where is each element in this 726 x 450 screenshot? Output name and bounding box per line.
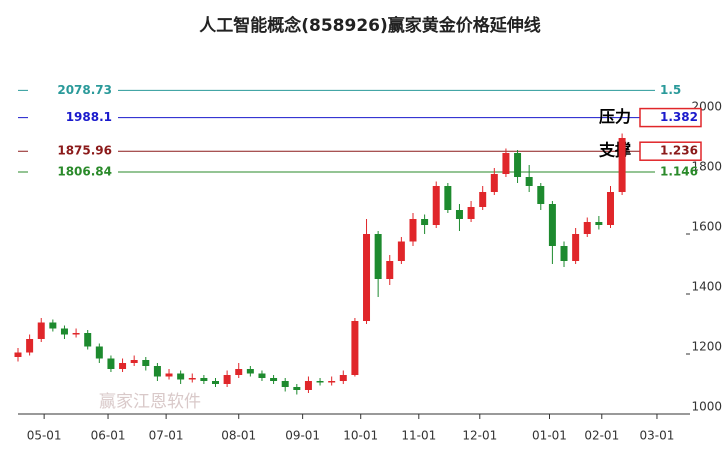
candle-body [328,381,336,383]
candle-body [421,219,429,225]
y-tick-label: 1200 [691,340,722,354]
candle-body [153,366,161,377]
candle-body [142,360,150,366]
candle-body [84,333,92,347]
candle-body [525,177,533,186]
annotation: 压力 [599,107,631,126]
candle-body [548,204,556,246]
candle-body [281,381,289,387]
level-label-bg [655,83,695,98]
candle-body [572,234,580,261]
x-tick-label: 07-01 [149,429,184,443]
annotation: 支撑 [598,141,631,160]
x-tick-label: 01-01 [532,429,567,443]
x-tick-label: 03-01 [640,429,675,443]
candle-body [235,369,243,375]
candle-body [26,339,34,353]
x-tick-label: 12-01 [462,429,497,443]
candle-body [49,322,57,329]
candle-body [444,186,452,210]
x-tick-label: 08-01 [221,429,256,443]
candle-body [409,219,417,242]
level-ratio: 1.146 [660,164,698,178]
candle-body [467,207,475,219]
candle-body [270,378,278,381]
x-tick-label: 06-01 [91,429,126,443]
y-tick-label: 1600 [691,220,722,234]
level-ratio: 1.5 [660,83,681,97]
level-value: 1988.1 [66,110,112,124]
candle-body [293,387,301,390]
candle-body [188,378,196,380]
candle-body [514,153,522,177]
y-tick-label: 1400 [691,280,722,294]
level-label-bg [28,144,118,159]
candle-body [246,369,254,374]
candle-body [606,192,614,225]
candle-body [339,375,347,381]
candle-body [95,346,103,359]
candle-body [107,358,115,369]
candle-body [223,375,231,384]
x-tick-label: 09-01 [285,429,320,443]
level-ratio: 1.236 [660,144,698,158]
candle-body [165,373,173,377]
candle-body [177,373,185,380]
level-ratio: 1.382 [660,110,698,124]
candle-body [37,322,45,339]
candle-body [397,241,405,261]
chart-title: 人工智能概念(858926)赢家黄金价格延伸线 [199,15,541,36]
candle-body [200,378,208,381]
level-label-bg [28,110,118,125]
x-tick-label: 05-01 [27,429,62,443]
candle-body [130,360,138,363]
candle-body [479,192,487,207]
level-box [639,107,702,128]
x-tick-label: 02-01 [584,429,619,443]
candle-body [560,246,568,261]
y-tick-label: 1000 [691,400,722,414]
watermark: 赢家江恩软件 [99,392,201,412]
candle-body [432,186,440,225]
candle-body [316,381,324,383]
candle-body [386,261,394,279]
candle-body [211,381,219,384]
candle-body [351,321,359,375]
candle-body [618,138,626,192]
candle-body [119,363,127,369]
level-box [639,141,702,161]
candle-body [14,352,22,357]
level-value: 1875.96 [57,144,112,158]
candle-body [455,210,463,219]
y-tick-label: 1800 [691,160,722,174]
candle-body [595,222,603,225]
candle-body [374,234,382,279]
x-tick-label: 11-01 [401,429,436,443]
candle-body [72,333,80,335]
level-label-bg [28,164,118,179]
candle-body [490,174,498,192]
candle-body [258,373,266,378]
candle-body [304,381,312,390]
level-value: 1806.84 [57,164,112,178]
candle-body [363,234,371,321]
level-label-bg [28,83,118,98]
candle-body [537,186,545,204]
candle-body [502,153,510,174]
level-value: 2078.73 [57,83,112,97]
level-label-bg [655,164,695,179]
candle-body [583,222,591,234]
candle-body [60,328,68,335]
x-tick-label: 10-01 [343,429,378,443]
